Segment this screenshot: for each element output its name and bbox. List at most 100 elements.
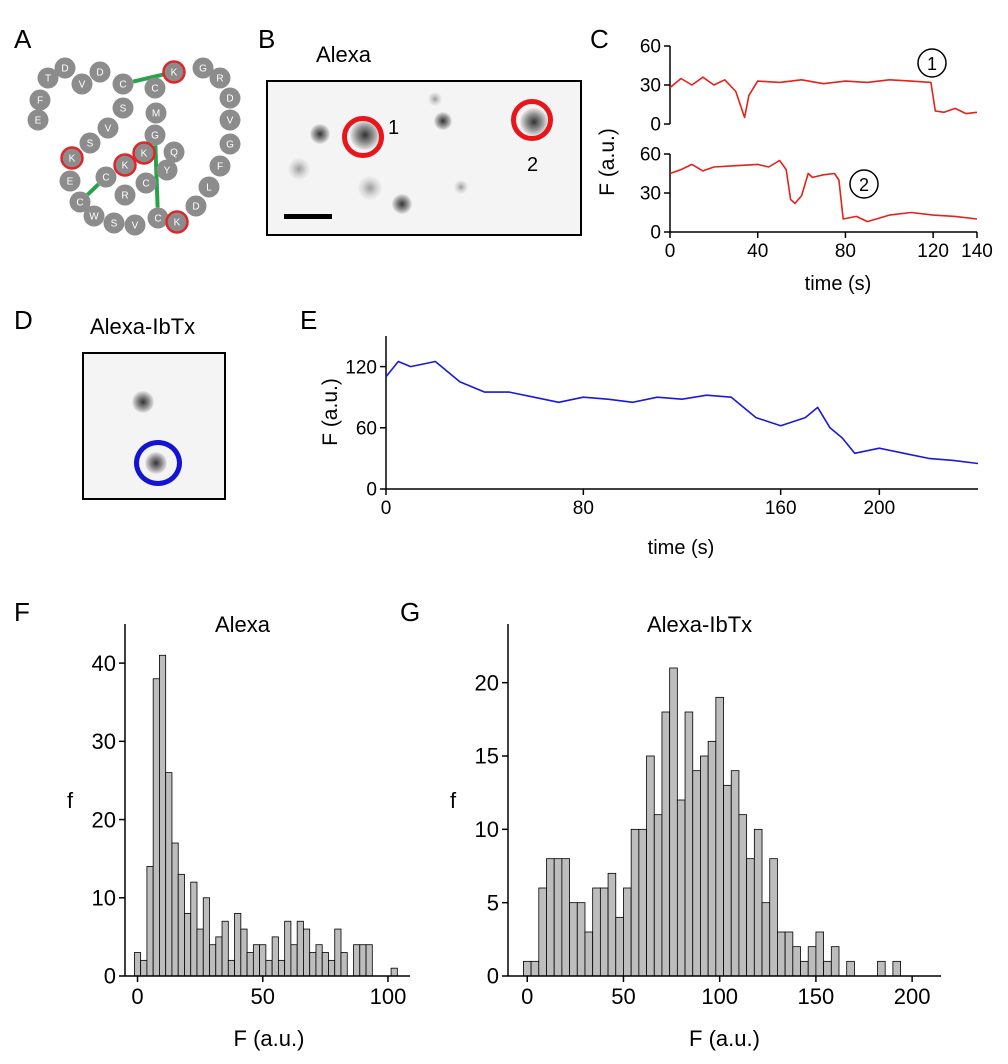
residue-circle <box>185 195 207 217</box>
g-bar <box>730 770 740 977</box>
f-x-axis-tick-label: 0 <box>131 984 143 1009</box>
g-bar <box>800 960 809 977</box>
residue-circle <box>97 117 119 139</box>
g-bar <box>830 946 840 977</box>
residue-circle <box>135 172 157 194</box>
residue-circle <box>219 87 241 109</box>
residue-circle <box>89 61 111 83</box>
residue-letter: D <box>61 64 68 75</box>
c-x-axis-tick-label: 80 <box>835 241 856 262</box>
f-bar <box>140 959 148 977</box>
g-x-axis-tick-label: 100 <box>701 984 738 1009</box>
f-bar <box>159 654 167 977</box>
c2-y-axis-tick-label: 60 <box>640 145 661 166</box>
e-x-axis-tick-label: 80 <box>573 498 594 519</box>
fluorescent-spot <box>434 112 452 130</box>
g-bar <box>769 858 778 977</box>
residue-circle <box>219 109 241 131</box>
roi-blue-circle <box>134 440 182 486</box>
f-bar <box>284 920 292 977</box>
panel-b-label: B <box>258 24 276 54</box>
residue-letter: V <box>132 221 139 232</box>
f-bar <box>365 944 373 977</box>
g-y-axis-tick-label: 10 <box>475 817 499 842</box>
f-bar <box>234 913 242 977</box>
g-y-axis-tick-label: 15 <box>475 744 499 769</box>
c-x-axis-label: time (s) <box>805 273 872 295</box>
residue-letter: R <box>121 191 128 202</box>
g-bar <box>676 799 686 977</box>
residue-letter: T <box>45 74 51 85</box>
g-bar <box>538 887 547 977</box>
c-x-axis-tick-label: 0 <box>665 241 676 262</box>
g-bar <box>630 828 640 977</box>
g-x-axis-label: F (a.u.) <box>689 1026 760 1051</box>
f-bar <box>152 678 160 977</box>
g-bar <box>561 858 570 977</box>
f-bar <box>165 772 173 977</box>
fluorescent-spot <box>288 158 310 180</box>
panel-d-label: D <box>14 305 33 335</box>
residue-letter: C <box>119 80 126 91</box>
roi-1-label: 1 <box>388 117 400 139</box>
f-bar <box>177 873 185 977</box>
g-bar <box>746 858 755 977</box>
residue-letter: V <box>105 124 112 135</box>
c2-trace <box>669 159 978 223</box>
residue-letter: C <box>142 179 149 190</box>
f-bar <box>202 897 210 977</box>
g-bar <box>846 960 855 977</box>
residue-circle <box>112 73 134 95</box>
g-bar <box>761 902 771 977</box>
f-bar <box>303 928 311 977</box>
c-x-axis-tick-label: 40 <box>747 241 768 262</box>
g-bar <box>823 960 832 977</box>
f-bar <box>221 920 229 977</box>
f-bar <box>359 944 367 977</box>
disulfide-bond <box>86 182 100 197</box>
g-bar <box>615 916 624 977</box>
residue-letter: G <box>151 131 159 142</box>
e-trace <box>385 360 979 465</box>
residue-letter: E <box>35 116 42 127</box>
panel-c-label: C <box>590 24 609 54</box>
residue-letter: M <box>152 109 160 120</box>
g-bar <box>892 960 901 977</box>
f-bar <box>328 959 336 977</box>
residue-circle <box>60 146 84 170</box>
trace-marker-label: 2 <box>859 175 869 195</box>
g-bar <box>753 828 763 977</box>
residue-circle <box>114 184 136 206</box>
trace-marker-circle <box>849 169 879 199</box>
roi-2-label: 2 <box>527 154 539 176</box>
g-bar <box>546 858 555 977</box>
g-bar <box>715 696 724 977</box>
f-bar <box>171 842 179 977</box>
f-bar <box>277 959 286 977</box>
f-bar <box>265 959 273 977</box>
f-bar <box>196 928 204 977</box>
c-x-axis-tick-label: 140 <box>961 241 993 262</box>
g-bar <box>723 784 732 977</box>
g-bar <box>777 931 786 977</box>
f-bar <box>321 952 329 977</box>
fluorescent-spot <box>132 391 154 413</box>
f-bar <box>146 866 154 977</box>
g-bar <box>646 755 655 977</box>
g-y-axis-label: f <box>450 788 457 813</box>
f-bar <box>240 928 248 977</box>
g-bar <box>815 931 825 977</box>
residue-letter: C <box>102 173 109 184</box>
e-y-axis-tick-label: 0 <box>366 480 377 501</box>
fluorescent-spot <box>358 176 382 200</box>
c1-y-axis-tick-label: 60 <box>640 37 661 58</box>
residue-letter: K <box>171 68 178 79</box>
residue-circle <box>145 102 167 124</box>
disulfide-bond <box>132 72 165 84</box>
residue-letter: E <box>67 177 74 188</box>
residue-letter: R <box>216 74 223 85</box>
residue-circle <box>71 73 93 95</box>
residue-letter: D <box>192 202 199 213</box>
f-bar <box>133 952 142 977</box>
